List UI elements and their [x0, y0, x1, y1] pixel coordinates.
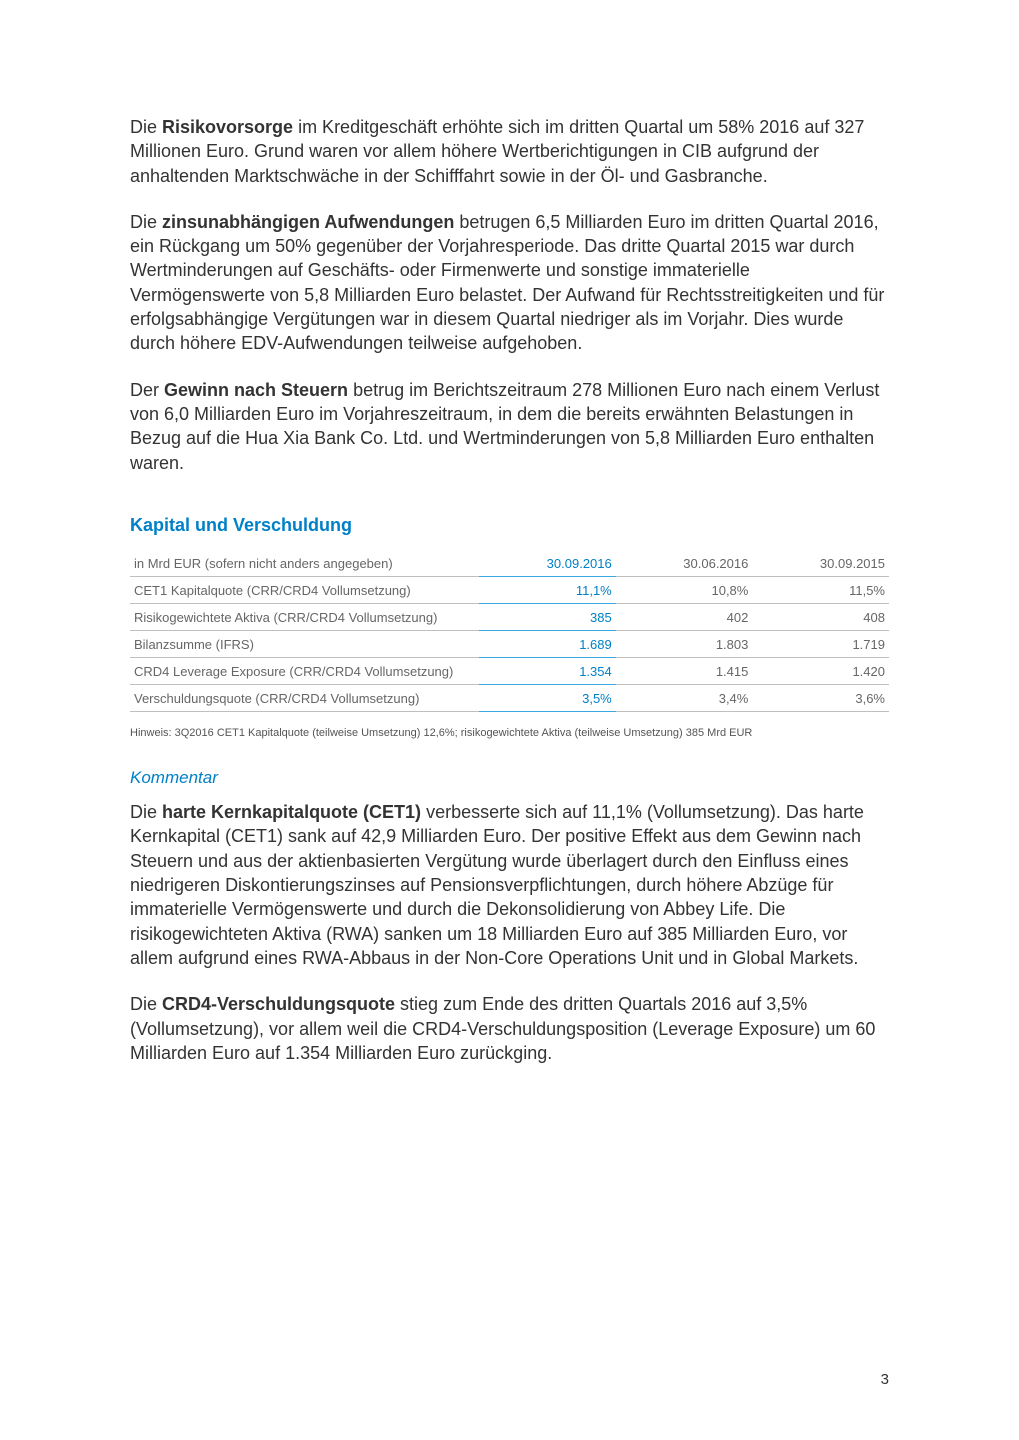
paragraph-cet1: Die harte Kernkapitalquote (CET1) verbes… [130, 800, 889, 970]
table-cell-label: CET1 Kapitalquote (CRR/CRD4 Vollumsetzun… [130, 576, 479, 603]
table-cell-value: 385 [479, 603, 616, 630]
text: Die [130, 117, 162, 137]
table-row: Bilanzsumme (IFRS)1.6891.8031.719 [130, 630, 889, 657]
paragraph-risikovorsorge: Die Risikovorsorge im Kreditgeschäft erh… [130, 115, 889, 188]
table-footnote: Hinweis: 3Q2016 CET1 Kapitalquote (teilw… [130, 726, 889, 740]
bold-term: CRD4-Verschuldungsquote [162, 994, 395, 1014]
bold-term: harte Kernkapitalquote (CET1) [162, 802, 421, 822]
bold-term: zinsunabhängigen Aufwendungen [162, 212, 454, 232]
table-header-col-2: 30.06.2016 [616, 550, 753, 577]
table-cell-value: 1.689 [479, 630, 616, 657]
table-header-label: in Mrd EUR (sofern nicht anders angegebe… [130, 550, 479, 577]
table-cell-label: CRD4 Leverage Exposure (CRR/CRD4 Vollums… [130, 657, 479, 684]
table-cell-value: 3,5% [479, 684, 616, 711]
table-cell-value: 3,6% [752, 684, 889, 711]
table-cell-value: 1.803 [616, 630, 753, 657]
table-cell-value: 11,1% [479, 576, 616, 603]
table-cell-value: 1.420 [752, 657, 889, 684]
table-row: Risikogewichtete Aktiva (CRR/CRD4 Vollum… [130, 603, 889, 630]
table-cell-label: Verschuldungsquote (CRR/CRD4 Vollumsetzu… [130, 684, 479, 711]
table-row: CET1 Kapitalquote (CRR/CRD4 Vollumsetzun… [130, 576, 889, 603]
table-cell-label: Risikogewichtete Aktiva (CRR/CRD4 Vollum… [130, 603, 479, 630]
bold-term: Risikovorsorge [162, 117, 293, 137]
paragraph-gewinn-nach-steuern: Der Gewinn nach Steuern betrug im Berich… [130, 378, 889, 475]
table-row: Verschuldungsquote (CRR/CRD4 Vollumsetzu… [130, 684, 889, 711]
bold-term: Gewinn nach Steuern [164, 380, 348, 400]
paragraph-crd4-verschuldungsquote: Die CRD4-Verschuldungsquote stieg zum En… [130, 992, 889, 1065]
table-cell-value: 1.415 [616, 657, 753, 684]
text: Die [130, 994, 162, 1014]
table-cell-value: 1.354 [479, 657, 616, 684]
section-heading-kapital-und-verschuldung: Kapital und Verschuldung [130, 515, 889, 536]
table-cell-label: Bilanzsumme (IFRS) [130, 630, 479, 657]
table-header-col-3: 30.09.2015 [752, 550, 889, 577]
table-header-col-1: 30.09.2016 [479, 550, 616, 577]
table-cell-value: 10,8% [616, 576, 753, 603]
table-cell-value: 408 [752, 603, 889, 630]
table-row: CRD4 Leverage Exposure (CRR/CRD4 Vollums… [130, 657, 889, 684]
text: betrugen 6,5 Milliarden Euro im dritten … [130, 212, 884, 353]
table-cell-value: 11,5% [752, 576, 889, 603]
text: Die [130, 802, 162, 822]
text: Der [130, 380, 164, 400]
paragraph-zinsunabhaengige-aufwendungen: Die zinsunabhängigen Aufwendungen betrug… [130, 210, 889, 356]
page-number: 3 [881, 1371, 889, 1388]
document-page: Die Risikovorsorge im Kreditgeschäft erh… [0, 0, 1019, 1440]
table-cell-value: 3,4% [616, 684, 753, 711]
table-header-row: in Mrd EUR (sofern nicht anders angegebe… [130, 550, 889, 577]
table-cell-value: 1.719 [752, 630, 889, 657]
subheading-kommentar: Kommentar [130, 768, 889, 788]
table-kapital-verschuldung: in Mrd EUR (sofern nicht anders angegebe… [130, 550, 889, 712]
text: verbesserte sich auf 11,1% (Vollumsetzun… [130, 802, 864, 968]
text: Die [130, 212, 162, 232]
table-cell-value: 402 [616, 603, 753, 630]
